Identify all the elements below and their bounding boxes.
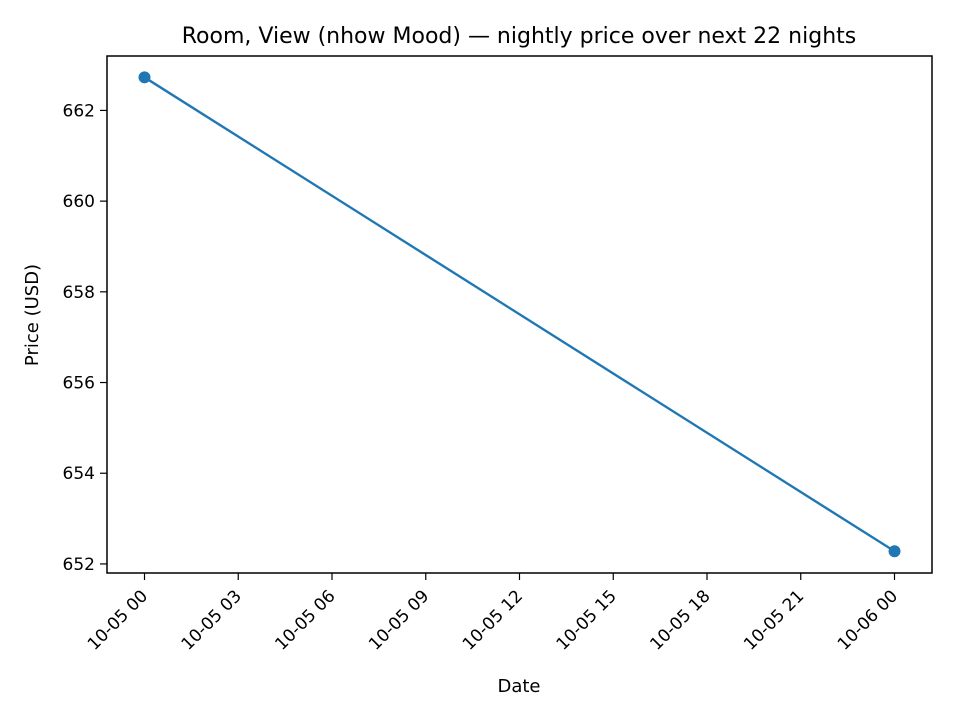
- data-point: [888, 545, 901, 558]
- y-tick-label: 660: [63, 192, 95, 212]
- data-point: [138, 71, 151, 84]
- series-line: [143, 76, 896, 553]
- y-axis-ticks: 652 654 656 658 660 662: [63, 101, 107, 575]
- y-axis-label: Price (USD): [22, 264, 43, 366]
- y-tick-label: 652: [63, 555, 95, 575]
- x-axis-label: Date: [497, 676, 540, 697]
- plot-frame: [106, 55, 933, 574]
- y-tick-label: 662: [63, 101, 95, 121]
- y-tick-label: 658: [63, 283, 95, 303]
- y-tick-label: 656: [63, 374, 95, 394]
- series-layer: [138, 71, 901, 558]
- chart-title: Room, View (nhow Mood) — nightly price o…: [182, 24, 856, 49]
- y-tick-label: 654: [63, 464, 95, 484]
